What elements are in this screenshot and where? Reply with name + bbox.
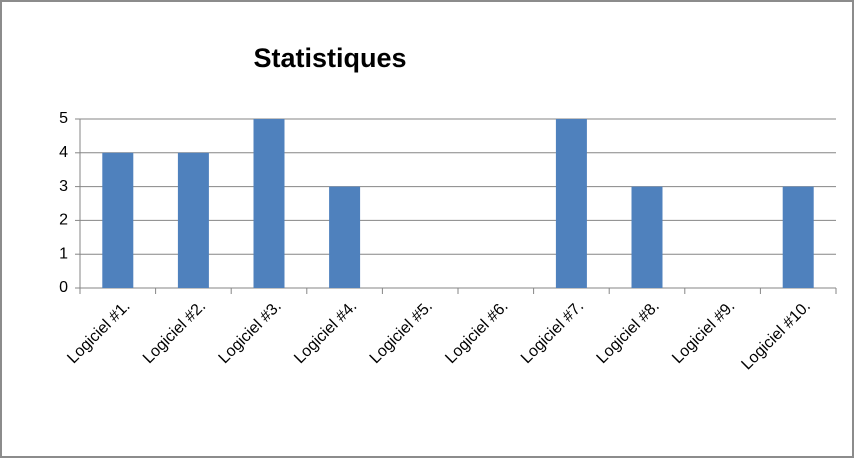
y-tick-label: 0 [59,279,68,296]
y-tick-label: 2 [59,212,68,229]
bar [102,152,134,288]
bar [329,186,361,288]
y-tick-label: 3 [59,178,68,195]
bar [782,186,814,288]
bar [631,186,663,288]
y-tick-label: 1 [59,245,68,262]
y-tick-label: 4 [59,144,68,161]
chart-title: Statistiques [253,43,406,73]
y-tick-label: 5 [59,110,68,127]
bar [555,119,587,288]
bar [177,152,209,288]
bar [253,119,285,288]
